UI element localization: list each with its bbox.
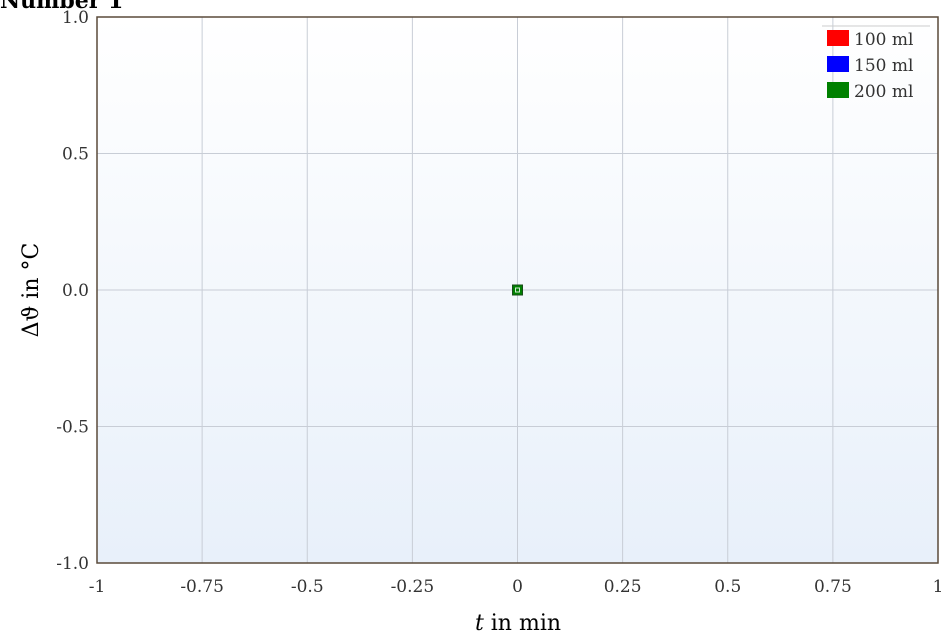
legend-swatch [827,56,849,72]
x-axis-label-unit: in min [484,611,561,636]
y-tick-label: -1.0 [56,554,89,574]
x-tick-label: 0.5 [714,577,741,597]
legend-swatch [827,82,849,98]
y-tick-label: 1.0 [62,8,89,28]
x-axis-label-var: t [475,611,484,636]
x-tick-label: 0 [512,577,523,597]
x-tick-label: 0.75 [814,577,852,597]
y-tick-label: -0.5 [56,418,89,438]
y-axis-label: Δϑ in °C [19,243,44,338]
legend: 100 ml 150 ml 200 ml [822,25,930,102]
data-point [512,284,523,296]
data-point-highlight [515,287,520,293]
legend-label: 200 ml [854,82,913,102]
legend-swatch [827,30,849,46]
y-axis-ticks: -1.0 -0.5 0.0 0.5 1.0 [56,8,89,574]
x-axis-ticks: -1 -0.75 -0.5 -0.25 0 0.25 0.5 0.75 1 [89,577,941,597]
x-tick-label: -1 [89,577,106,597]
x-tick-label: -0.75 [180,577,224,597]
plot-frame [96,16,939,564]
data-points [512,284,523,296]
y-tick-label: 0.0 [62,281,89,301]
chart-title: Number 1 [0,0,123,14]
legend-label: 150 ml [854,56,913,76]
x-tick-label: 0.25 [604,577,642,597]
x-tick-label: -0.5 [291,577,324,597]
x-tick-label: -0.25 [391,577,435,597]
x-axis-label: t in min [475,611,561,636]
y-tick-label: 0.5 [62,145,89,165]
legend-label: 100 ml [854,30,913,50]
x-tick-label: 1 [933,577,941,597]
